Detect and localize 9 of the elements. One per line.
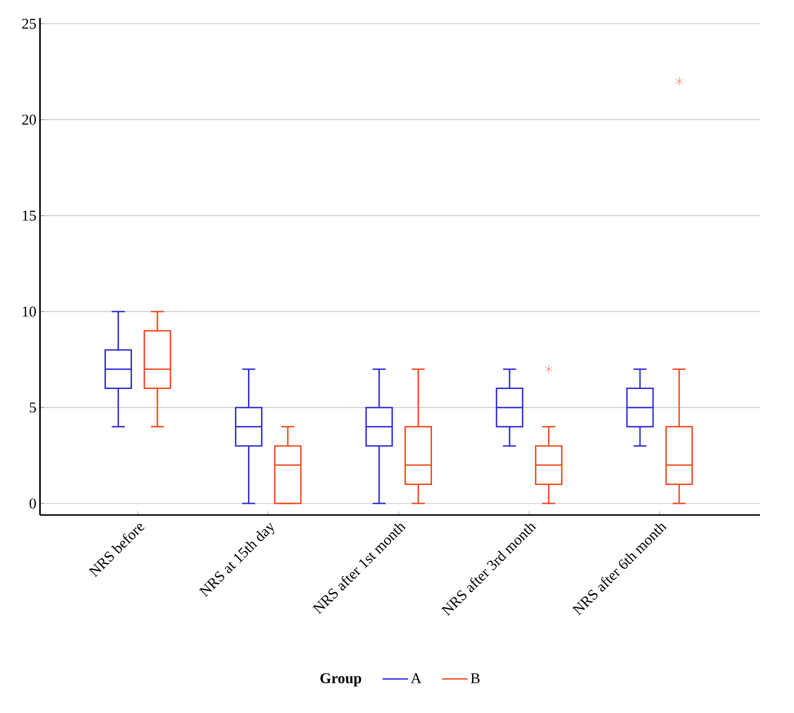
y-tick-label: 25 [22, 18, 36, 29]
y-tick-label: 15 [22, 210, 36, 221]
legend-label: A [410, 673, 422, 684]
y-tick-label: 5 [30, 402, 36, 412]
y-tick-label: 10 [22, 306, 36, 317]
y-tick-label: 0 [30, 498, 36, 509]
legend-title: Group [320, 673, 362, 686]
legend-label: B [470, 673, 480, 684]
y-tick-label: 20 [22, 114, 36, 125]
